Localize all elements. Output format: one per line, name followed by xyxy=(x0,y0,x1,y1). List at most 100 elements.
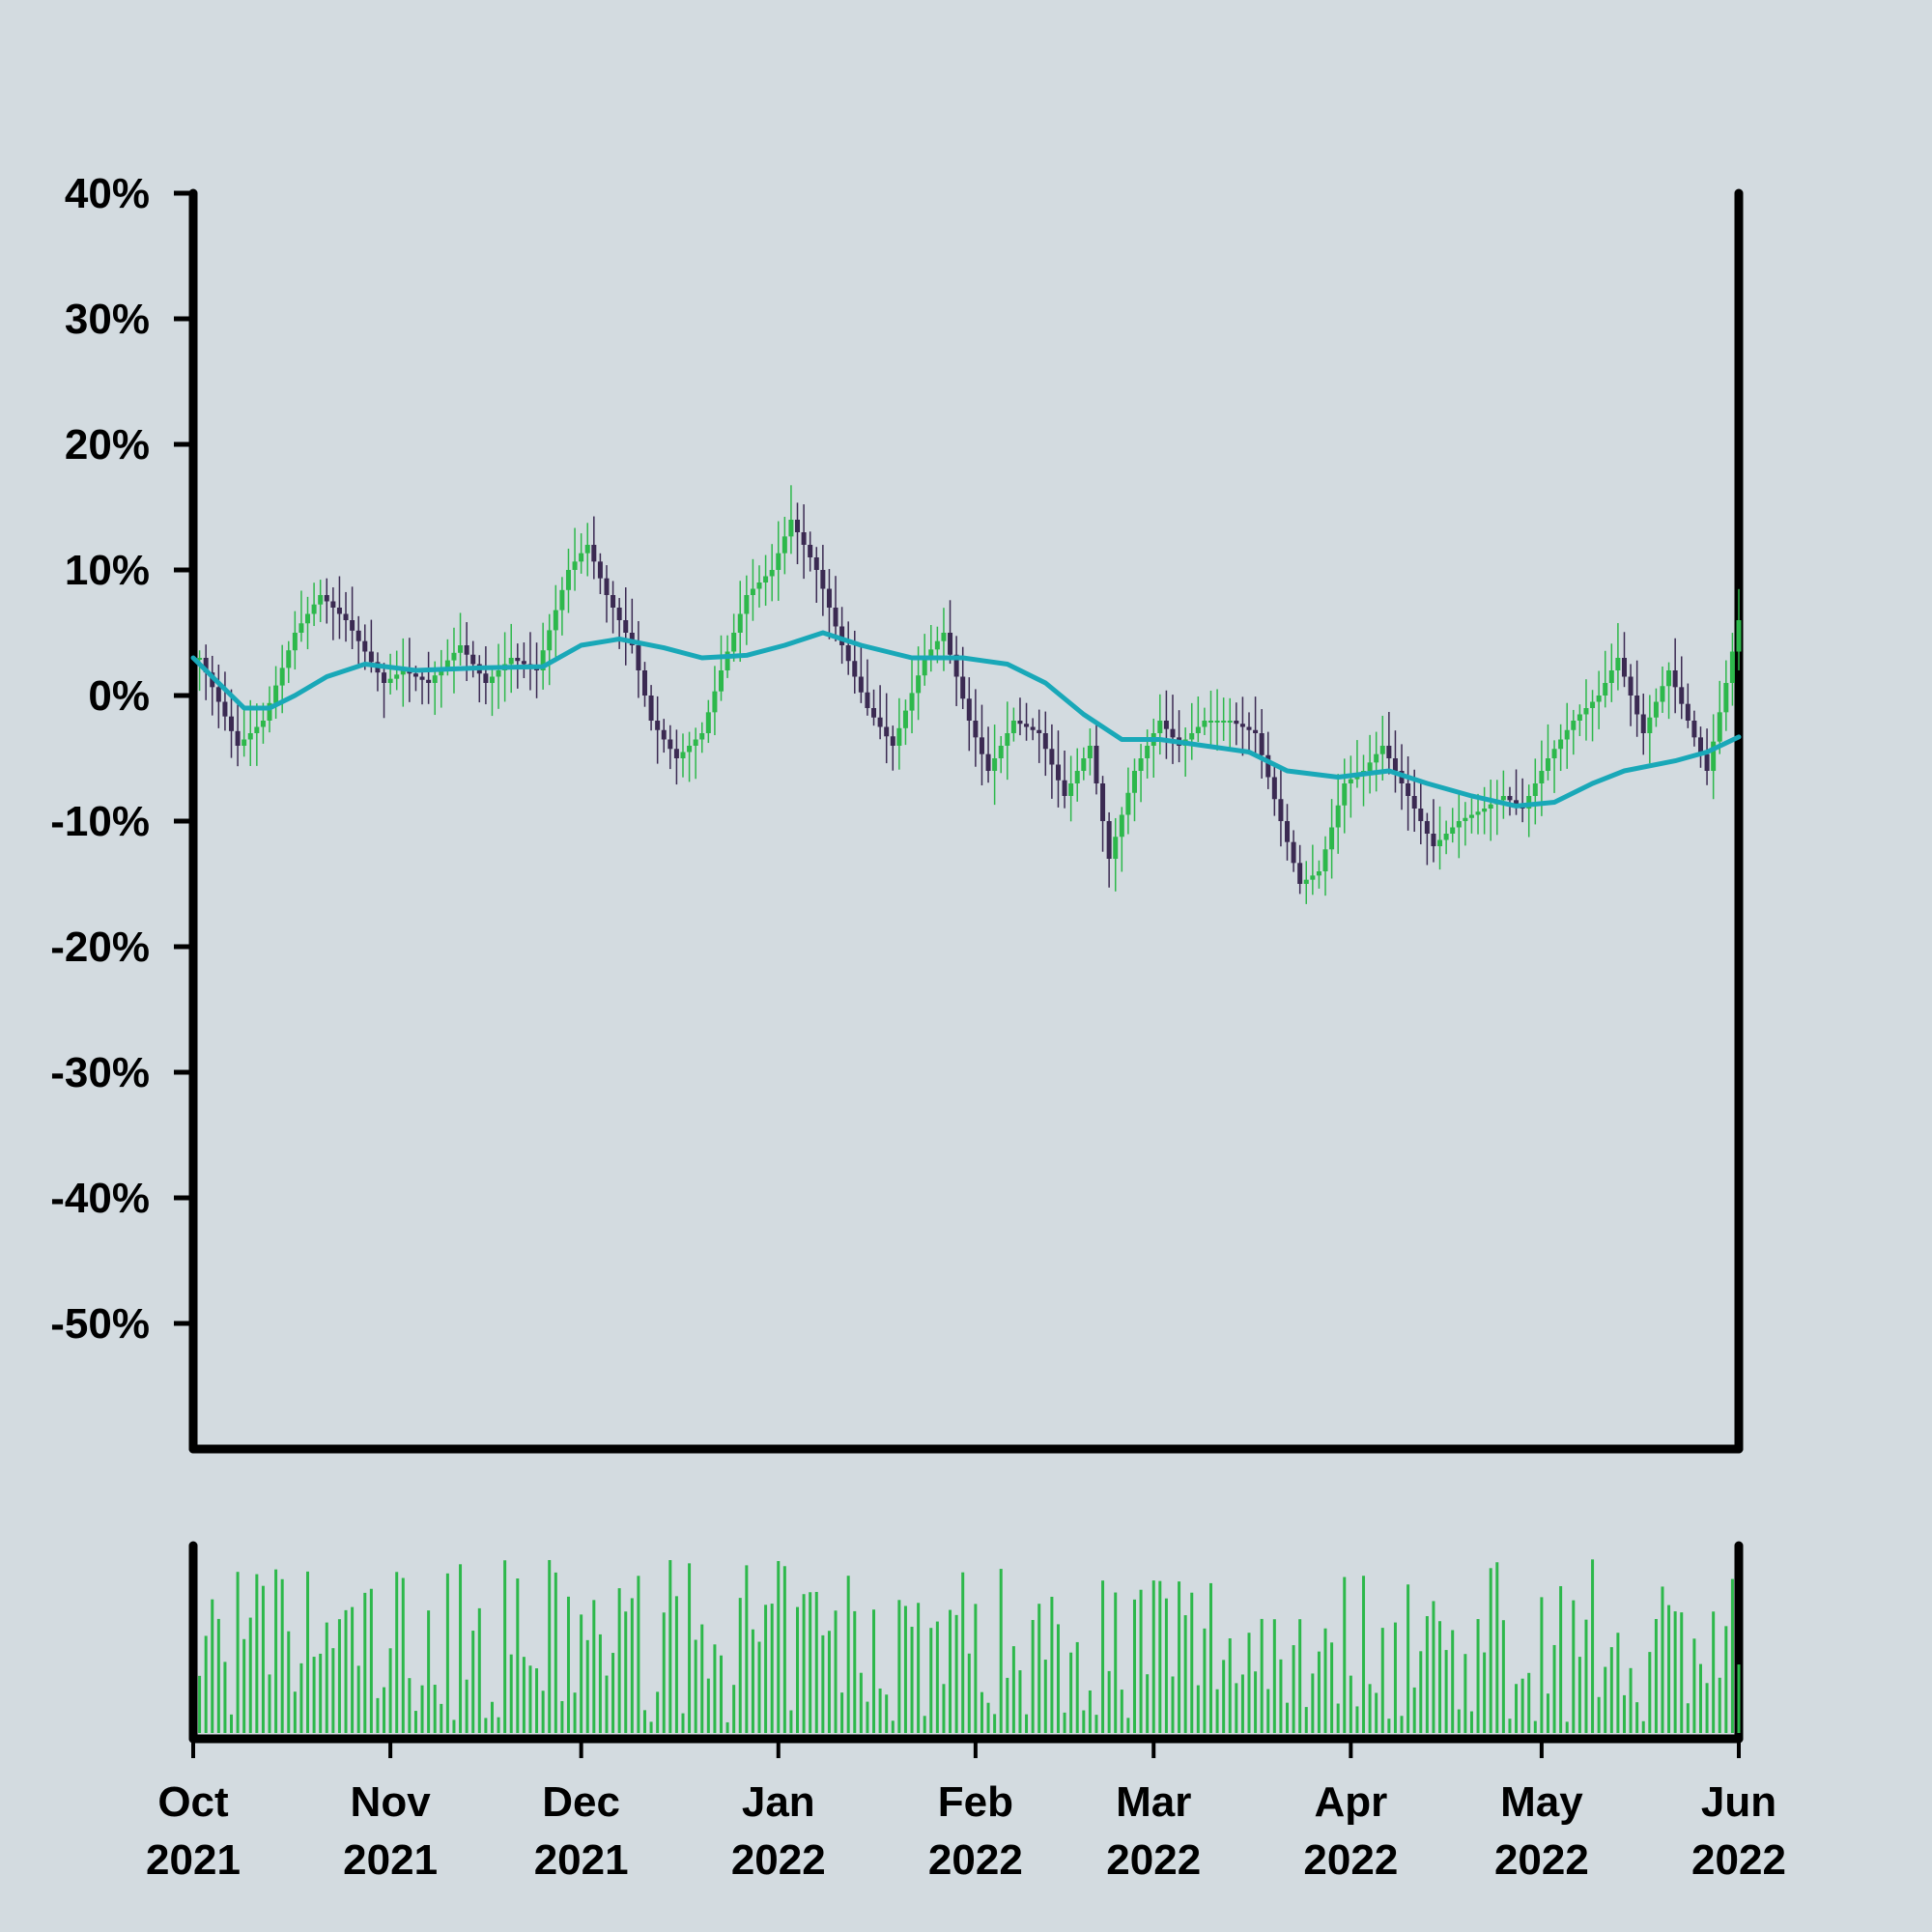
y-tick-label: -20% xyxy=(50,923,150,971)
candle-body xyxy=(572,561,578,570)
candle-body xyxy=(222,701,228,717)
volume-bar xyxy=(1533,1720,1537,1733)
volume-bar xyxy=(1686,1703,1690,1733)
volume-bar xyxy=(993,1714,997,1733)
volume-bar xyxy=(903,1605,907,1733)
volume-bar xyxy=(1279,1659,1283,1733)
volume-bar xyxy=(1451,1630,1455,1733)
volume-bar xyxy=(580,1614,583,1733)
volume-bar xyxy=(1178,1581,1181,1733)
volume-bar xyxy=(1215,1689,1219,1733)
candle-body xyxy=(1367,762,1373,771)
candle-body xyxy=(1514,800,1520,805)
volume-bar xyxy=(248,1617,252,1733)
volume-bar xyxy=(484,1718,488,1733)
volume-bar xyxy=(834,1610,838,1733)
candle-body xyxy=(324,595,329,602)
candle-body xyxy=(247,733,253,740)
volume-panel xyxy=(188,1541,1744,1744)
volume-bar xyxy=(445,1573,449,1733)
volume-bar xyxy=(255,1574,259,1733)
candle-body xyxy=(1189,733,1195,740)
candle-body xyxy=(845,645,851,662)
candles xyxy=(197,485,1742,904)
volume-bar xyxy=(356,1665,360,1733)
candle-body xyxy=(948,633,953,655)
volume-bar xyxy=(1604,1666,1607,1733)
candle-body xyxy=(750,588,755,595)
volume-bar xyxy=(942,1684,946,1733)
candle-body xyxy=(769,570,775,577)
candle-body xyxy=(547,630,553,651)
volume-bar xyxy=(503,1560,507,1733)
volume-bar xyxy=(1375,1692,1378,1733)
volume-bar xyxy=(541,1690,545,1733)
candle-body xyxy=(565,570,571,590)
volume-bar xyxy=(605,1675,609,1733)
volume-bar xyxy=(1552,1644,1556,1733)
volume-bar xyxy=(1577,1657,1581,1733)
volume-bar xyxy=(1387,1719,1391,1733)
x-tick-label-year: 2022 xyxy=(1303,1836,1398,1884)
candle-body xyxy=(1456,821,1462,828)
volume-bar xyxy=(1247,1633,1251,1733)
candle-body xyxy=(813,557,819,570)
volume-bar xyxy=(929,1628,933,1733)
candle-body xyxy=(611,595,616,608)
candle-body xyxy=(400,670,406,675)
candle-body xyxy=(737,613,743,633)
volume-bar xyxy=(1712,1611,1716,1733)
candle-body xyxy=(1697,737,1703,754)
volume-bar xyxy=(427,1610,431,1733)
volume-bar xyxy=(853,1610,857,1733)
volume-bar xyxy=(1591,1559,1595,1733)
volume-bar xyxy=(885,1694,889,1733)
volume-bar xyxy=(1508,1719,1512,1733)
volume-bar xyxy=(1132,1599,1136,1733)
volume-bar xyxy=(1412,1687,1416,1733)
candle-body xyxy=(992,758,998,771)
candle-body xyxy=(1348,779,1353,783)
volume-bar xyxy=(1380,1628,1384,1733)
volume-bar xyxy=(642,1710,646,1733)
candle-body xyxy=(687,746,693,753)
volume-bar xyxy=(624,1611,628,1733)
candle-body xyxy=(1253,729,1259,733)
candle-body xyxy=(1291,841,1296,864)
volume-bar xyxy=(1025,1714,1029,1733)
candle-body xyxy=(1583,708,1589,715)
volume-bar xyxy=(280,1578,284,1733)
volume-bar xyxy=(560,1700,564,1733)
candle-body xyxy=(1590,701,1596,708)
volume-bar xyxy=(452,1719,456,1733)
volume-bar xyxy=(268,1674,271,1733)
volume-bar xyxy=(1196,1685,1200,1733)
volume-bar xyxy=(351,1606,355,1733)
volume-bar xyxy=(1069,1652,1073,1733)
candle-body xyxy=(350,620,355,631)
candle-body xyxy=(1259,733,1264,755)
candle-body xyxy=(839,626,845,645)
volume-bar xyxy=(1082,1710,1086,1733)
volume-bar xyxy=(656,1691,660,1733)
volume-bar xyxy=(1323,1628,1327,1733)
candle-body xyxy=(890,736,895,746)
x-tick-label-year: 2022 xyxy=(1494,1836,1589,1884)
candle-body xyxy=(1500,796,1506,801)
candle-body xyxy=(1507,796,1513,801)
y-tick-label: -50% xyxy=(50,1300,150,1348)
y-tick-label: 0% xyxy=(88,672,150,720)
candle-body xyxy=(394,674,400,679)
candle-body xyxy=(1628,676,1634,696)
candle-body xyxy=(464,645,469,655)
candle-body xyxy=(1411,796,1417,809)
candle-body xyxy=(1482,809,1488,812)
candle-body xyxy=(515,658,521,662)
volume-bar xyxy=(573,1692,577,1733)
volume-bar xyxy=(1463,1654,1467,1733)
volume-bar xyxy=(1235,1683,1238,1733)
volume-bar xyxy=(802,1594,806,1733)
volume-bar xyxy=(668,1560,672,1733)
volume-bar xyxy=(770,1604,774,1733)
candle-body xyxy=(1571,721,1577,730)
